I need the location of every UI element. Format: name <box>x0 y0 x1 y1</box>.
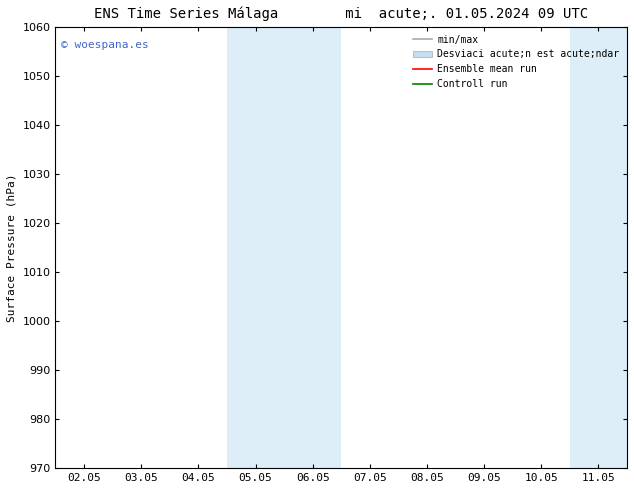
Text: © woespana.es: © woespana.es <box>61 40 149 50</box>
Bar <box>570 27 627 468</box>
Bar <box>227 27 341 468</box>
Y-axis label: Surface Pressure (hPa): Surface Pressure (hPa) <box>7 173 17 322</box>
Title: ENS Time Series Málaga        mi  acute;. 01.05.2024 09 UTC: ENS Time Series Málaga mi acute;. 01.05.… <box>94 7 588 22</box>
Legend: min/max, Desviaci acute;n est acute;ndar, Ensemble mean run, Controll run: min/max, Desviaci acute;n est acute;ndar… <box>410 32 622 92</box>
